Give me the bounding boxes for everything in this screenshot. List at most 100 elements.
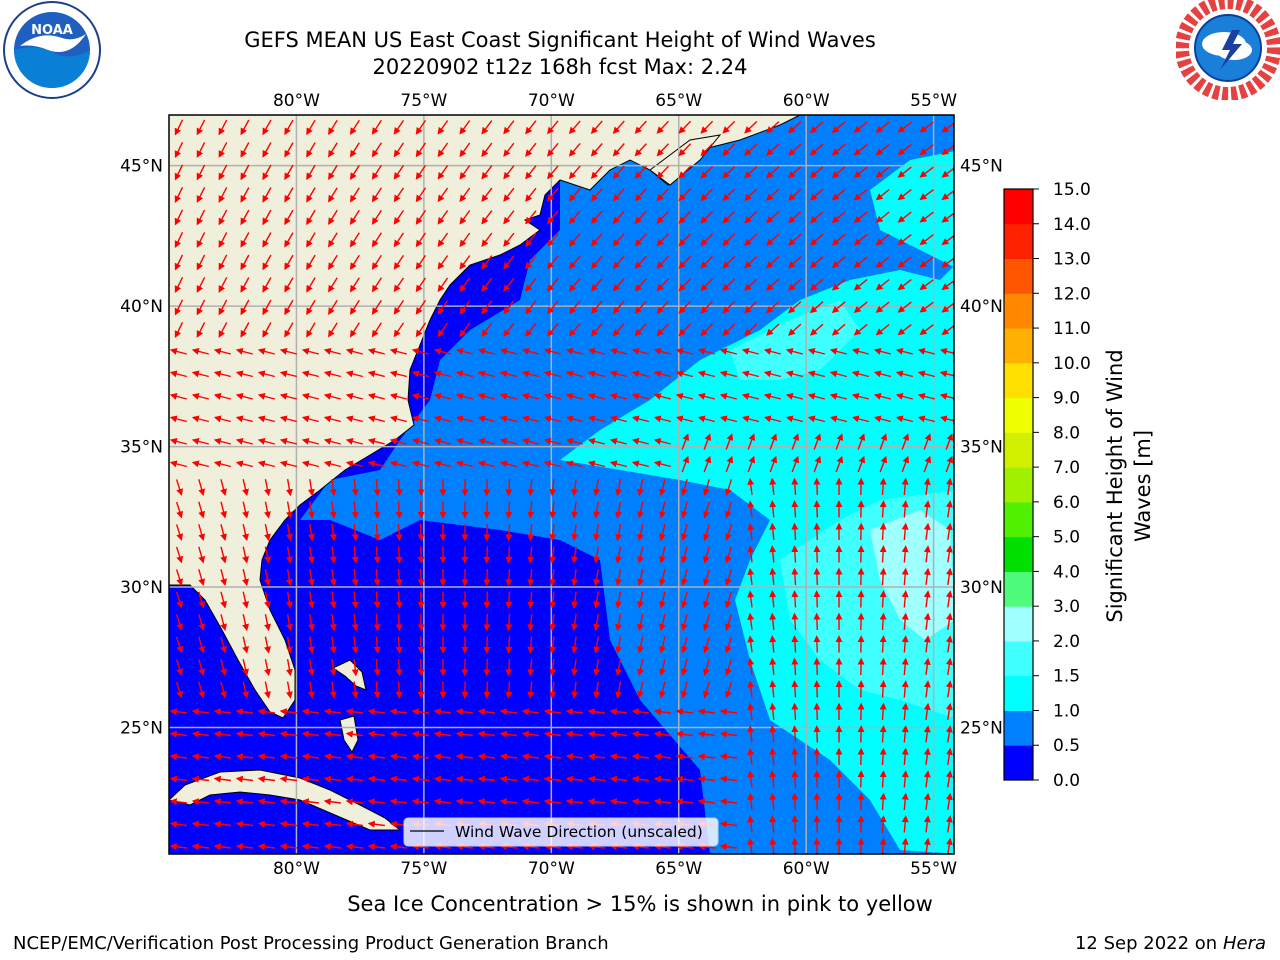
wave-direction-arrow bbox=[653, 798, 671, 806]
wave-direction-arrow bbox=[417, 523, 425, 542]
wave-direction-arrow bbox=[218, 209, 228, 226]
wave-direction-arrow bbox=[459, 120, 471, 135]
wave-direction-arrow bbox=[213, 730, 231, 738]
wave-direction-arrow bbox=[897, 121, 912, 133]
wave-direction-arrow bbox=[198, 614, 206, 632]
wave-direction-arrow bbox=[218, 299, 228, 316]
wave-direction-arrow bbox=[373, 681, 381, 699]
wave-direction-arrow bbox=[593, 613, 601, 632]
wave-direction-arrow bbox=[367, 753, 385, 761]
wave-direction-arrow bbox=[543, 348, 561, 355]
colorbar-tick-label: 14.0 bbox=[1053, 215, 1091, 235]
lon-tick-label: 60°W bbox=[783, 859, 830, 879]
wave-direction-arrow bbox=[433, 348, 451, 355]
wave-direction-arrow bbox=[547, 142, 559, 157]
wave-direction-arrow bbox=[809, 166, 824, 179]
wave-direction-arrow bbox=[543, 730, 561, 738]
wave-direction-arrow bbox=[769, 500, 777, 518]
wave-direction-arrow bbox=[175, 501, 184, 519]
wave-direction-arrow bbox=[264, 614, 271, 632]
wave-direction-arrow bbox=[351, 501, 359, 519]
wave-direction-arrow bbox=[543, 798, 561, 806]
wave-direction-arrow bbox=[722, 323, 736, 337]
wave-direction-arrow bbox=[169, 370, 187, 378]
wave-direction-arrow bbox=[769, 792, 777, 811]
wave-direction-arrow bbox=[455, 370, 473, 378]
wave-direction-arrow bbox=[609, 370, 627, 378]
wave-direction-arrow bbox=[284, 232, 294, 248]
wave-direction-arrow bbox=[307, 501, 315, 519]
wave-direction-arrow bbox=[477, 798, 495, 806]
wave-direction-arrow bbox=[939, 415, 954, 423]
wave-direction-arrow bbox=[329, 501, 337, 519]
wave-direction-arrow bbox=[323, 415, 341, 423]
wave-direction-arrow bbox=[945, 680, 953, 698]
wave-direction-arrow bbox=[923, 837, 931, 854]
wave-direction-arrow bbox=[235, 730, 253, 738]
lat-tick-label: 25°N bbox=[960, 719, 1003, 739]
wave-direction-arrow bbox=[609, 753, 627, 761]
wave-direction-arrow bbox=[196, 209, 206, 226]
wave-direction-arrow bbox=[901, 477, 909, 496]
wave-direction-arrow bbox=[615, 591, 622, 609]
wave-direction-arrow bbox=[703, 433, 712, 450]
wave-direction-arrow bbox=[306, 164, 316, 181]
wave-direction-arrow bbox=[213, 820, 231, 828]
wave-direction-arrow bbox=[411, 348, 429, 355]
wave-direction-arrow bbox=[345, 753, 363, 761]
wave-direction-arrow bbox=[697, 775, 715, 783]
wave-direction-arrow bbox=[919, 121, 934, 133]
wave-direction-arrow bbox=[284, 142, 294, 158]
wave-direction-arrow bbox=[722, 188, 736, 202]
wave-direction-arrow bbox=[417, 658, 425, 677]
wave-direction-arrow bbox=[240, 299, 250, 316]
wave-direction-arrow bbox=[257, 708, 275, 716]
wave-direction-arrow bbox=[285, 501, 293, 519]
wave-direction-arrow bbox=[328, 254, 338, 270]
wave-direction-arrow bbox=[675, 370, 693, 378]
wave-direction-arrow bbox=[813, 680, 821, 698]
wave-direction-arrow bbox=[549, 659, 557, 677]
wave-direction-arrow bbox=[571, 636, 579, 654]
wave-direction-arrow bbox=[744, 300, 758, 314]
wave-direction-arrow bbox=[697, 393, 715, 400]
svg-text:NOAA: NOAA bbox=[31, 23, 73, 38]
wave-direction-arrow bbox=[395, 613, 403, 632]
lat-tick-label: 45°N bbox=[120, 157, 163, 177]
wave-direction-arrow bbox=[285, 681, 293, 699]
wave-direction-arrow bbox=[345, 415, 363, 423]
wave-direction-arrow bbox=[917, 415, 935, 423]
wave-direction-arrow bbox=[769, 635, 777, 653]
wave-direction-arrow bbox=[722, 255, 736, 269]
wave-direction-arrow bbox=[831, 121, 846, 134]
colorbar-swatch bbox=[1004, 501, 1033, 538]
wave-direction-arrow bbox=[901, 590, 909, 608]
wave-direction-arrow bbox=[213, 775, 231, 783]
wave-direction-arrow bbox=[393, 322, 405, 338]
wave-direction-arrow bbox=[196, 299, 206, 316]
wave-direction-arrow bbox=[719, 753, 737, 761]
wave-direction-arrow bbox=[307, 658, 315, 677]
wave-direction-arrow bbox=[747, 612, 755, 630]
wave-direction-arrow bbox=[459, 210, 471, 225]
wave-direction-arrow bbox=[766, 233, 780, 246]
run-date: 12 Sep 2022 on bbox=[1074, 933, 1218, 954]
wave-direction-arrow bbox=[923, 657, 931, 675]
wave-direction-arrow bbox=[587, 730, 605, 738]
wave-direction-arrow bbox=[923, 433, 932, 450]
wave-direction-arrow bbox=[879, 702, 887, 721]
wave-direction-arrow bbox=[257, 820, 275, 828]
lon-tick-label: 55°W bbox=[910, 859, 957, 879]
wave-direction-arrow bbox=[853, 121, 868, 133]
wave-direction-arrow bbox=[543, 753, 561, 761]
wave-direction-arrow bbox=[174, 186, 184, 203]
wave-direction-arrow bbox=[587, 753, 605, 761]
wave-direction-arrow bbox=[609, 730, 627, 738]
wave-direction-arrow bbox=[349, 277, 360, 293]
wave-direction-arrow bbox=[719, 775, 737, 783]
wave-direction-arrow bbox=[499, 370, 517, 378]
wave-direction-arrow bbox=[571, 659, 579, 677]
lon-tick-labels-top: 80°W 75°W 70°W 65°W 60°W 55°W bbox=[273, 91, 957, 111]
wave-direction-arrow bbox=[656, 188, 670, 202]
wave-direction-arrow bbox=[415, 255, 427, 270]
